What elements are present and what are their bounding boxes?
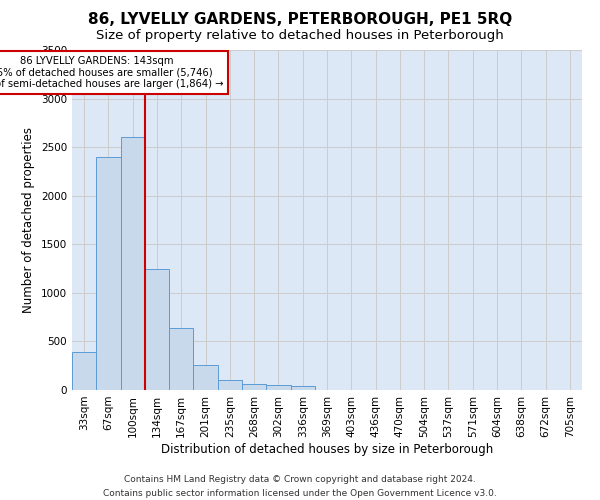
Bar bbox=[121, 138, 145, 390]
Text: 86, LYVELLY GARDENS, PETERBOROUGH, PE1 5RQ: 86, LYVELLY GARDENS, PETERBOROUGH, PE1 5… bbox=[88, 12, 512, 28]
Y-axis label: Number of detached properties: Number of detached properties bbox=[22, 127, 35, 313]
Bar bbox=[96, 157, 121, 390]
Text: Size of property relative to detached houses in Peterborough: Size of property relative to detached ho… bbox=[96, 28, 504, 42]
Bar bbox=[193, 364, 218, 390]
X-axis label: Distribution of detached houses by size in Peterborough: Distribution of detached houses by size … bbox=[161, 442, 493, 456]
Bar bbox=[218, 380, 242, 390]
Bar bbox=[169, 328, 193, 390]
Text: Contains HM Land Registry data © Crown copyright and database right 2024.
Contai: Contains HM Land Registry data © Crown c… bbox=[103, 476, 497, 498]
Bar bbox=[266, 384, 290, 390]
Bar bbox=[242, 384, 266, 390]
Bar bbox=[145, 268, 169, 390]
Text: 86 LYVELLY GARDENS: 143sqm
← 75% of detached houses are smaller (5,746)
24% of s: 86 LYVELLY GARDENS: 143sqm ← 75% of deta… bbox=[0, 56, 223, 89]
Bar bbox=[72, 352, 96, 390]
Bar bbox=[290, 386, 315, 390]
